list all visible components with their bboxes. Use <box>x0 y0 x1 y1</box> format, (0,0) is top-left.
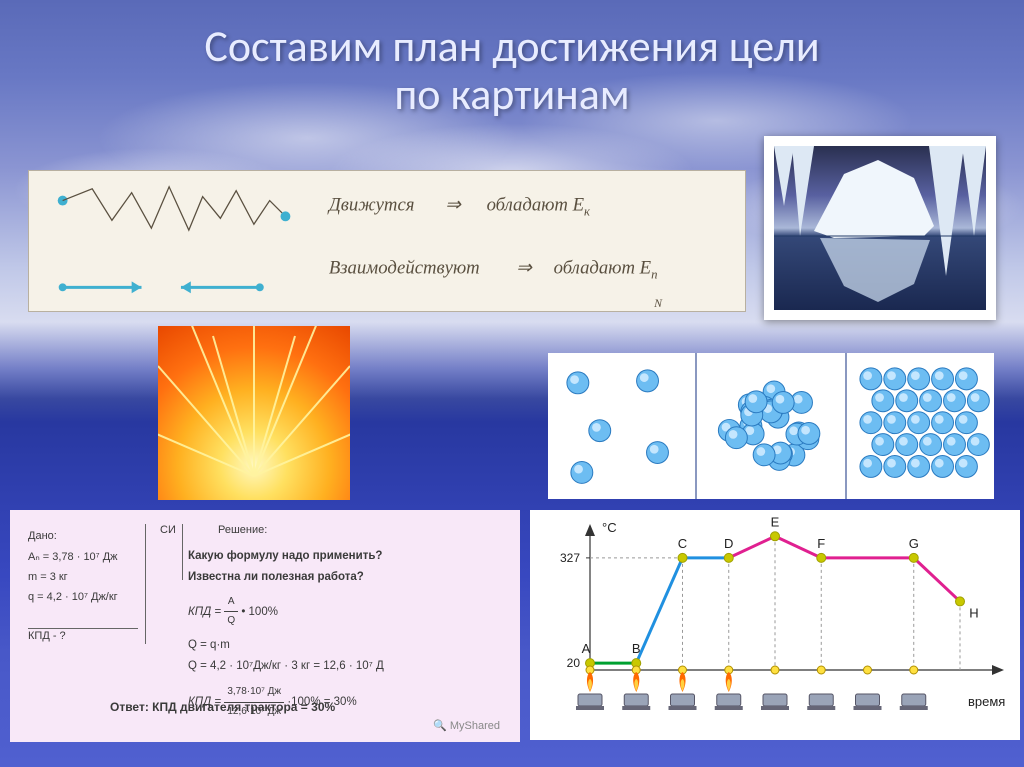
panel-motion: Движутся ⇒ обладают Eк Взаимодействуют ⇒… <box>28 170 746 312</box>
state-liquid <box>697 353 846 499</box>
svg-text:⇒: ⇒ <box>445 194 462 215</box>
title-line-1: Составим план достижения цели <box>204 19 819 73</box>
svg-text:20: 20 <box>567 656 581 670</box>
title-line-2: по картинам <box>394 67 629 121</box>
svg-text:Взаимодействуют: Взаимодействуют <box>329 258 480 279</box>
solution-header: Решение: <box>218 524 267 536</box>
given-line: Aₙ = 3,78 · 10⁷ Дж <box>28 548 118 568</box>
svg-text:⇒: ⇒ <box>516 258 533 279</box>
given-line: m = 3 кг <box>28 568 118 588</box>
problem-answer: Ответ: КПД двигателя трактора = 30% <box>110 700 335 714</box>
given-header: Дано: <box>28 530 57 542</box>
solution-q1: Какую формулу надо применить? <box>188 546 384 567</box>
svg-text:D: D <box>724 536 733 551</box>
given-line: q = 4,2 · 10⁷ Дж/кг <box>28 588 118 608</box>
svg-text:E: E <box>771 514 780 529</box>
panel-iceberg <box>764 136 996 320</box>
svg-text:A: A <box>582 641 591 656</box>
given-line: КПД - ? <box>28 627 118 647</box>
solution-block: Какую формулу надо применить? Известна л… <box>188 546 384 721</box>
watermark: 🔍 MyShared <box>433 719 500 732</box>
panel-sun <box>158 326 350 500</box>
svg-text:Движутся: Движутся <box>327 194 415 215</box>
q-calc: Q = 4,2 · 10⁷Дж/кг · 3 кг = 12,6 · 10⁷ Д <box>188 656 384 677</box>
kpd-formula: КПД = AQ • 100% <box>188 593 384 631</box>
panel-problem: Дано: СИ Решение: Aₙ = 3,78 · 10⁷ Дж m =… <box>10 510 520 742</box>
svg-text:обладают Eп: обладают Eп <box>554 258 658 282</box>
si-header: СИ <box>160 524 176 536</box>
given-block: Aₙ = 3,78 · 10⁷ Дж m = 3 кг q = 4,2 · 10… <box>28 548 118 647</box>
svg-text:°C: °C <box>602 520 617 535</box>
panel-graph: °C время 20 327 A B C D E F G H <box>530 510 1020 740</box>
svg-text:обладают Eк: обладают Eк <box>487 194 591 218</box>
q-formula: Q = q·m <box>188 635 384 656</box>
panel-states <box>548 353 994 499</box>
state-solid <box>847 353 994 499</box>
page-title: Составим план достижения цели по картина… <box>0 22 1024 119</box>
svg-text:время: время <box>968 694 1005 709</box>
svg-text:B: B <box>632 641 641 656</box>
svg-text:C: C <box>678 536 687 551</box>
svg-text:F: F <box>817 536 825 551</box>
svg-text:N: N <box>653 296 663 310</box>
state-gas <box>548 353 697 499</box>
svg-text:H: H <box>969 605 978 620</box>
svg-text:327: 327 <box>560 551 580 565</box>
solution-q2: Известна ли полезная работа? <box>188 567 384 588</box>
svg-text:G: G <box>909 536 919 551</box>
